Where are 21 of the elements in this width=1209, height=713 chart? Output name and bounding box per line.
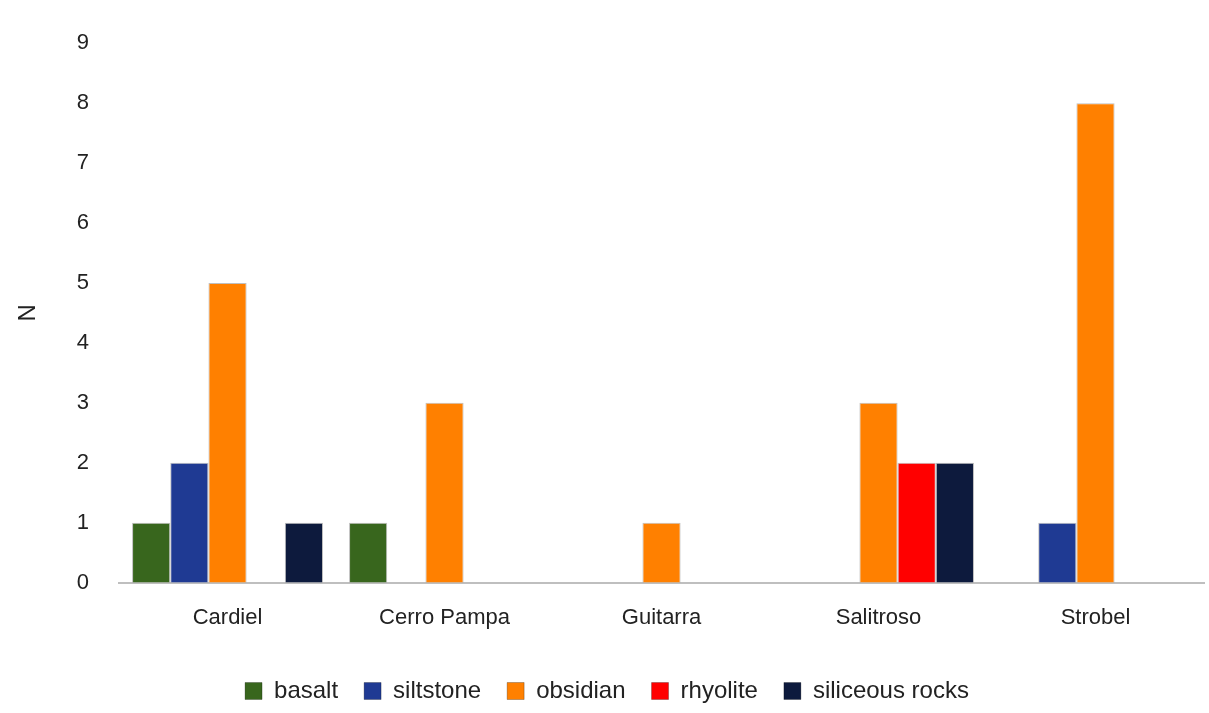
y-tick-label: 5	[76, 269, 90, 294]
x-tick-label: Cerro Pampa	[379, 603, 511, 629]
y-tick-label: 4	[76, 328, 90, 354]
y-tick-label: 1	[76, 508, 90, 534]
legend-label: siltstone	[393, 675, 482, 703]
y-tick-label: 3	[76, 388, 90, 414]
legend-label: basalt	[274, 675, 339, 703]
y-tick-label: 9	[76, 29, 90, 55]
x-tick-label: Guitarra	[621, 603, 703, 629]
x-tick-label: Cardiel	[192, 603, 263, 629]
x-tick-label: Strobel	[1060, 603, 1131, 629]
legend-label: rhyolite	[680, 675, 758, 703]
y-tick-label: 6	[76, 209, 90, 235]
y-tick-label: 2	[76, 448, 90, 474]
legend-label: obsidian	[536, 675, 626, 703]
y-tick-label: 0	[76, 568, 90, 594]
y-tick-label: 7	[76, 149, 90, 175]
x-tick-label: Salitroso	[835, 603, 922, 629]
y-tick-label: 8	[76, 89, 90, 115]
legend-label: siliceous rocks	[812, 675, 969, 703]
y-axis-title: N	[13, 304, 41, 322]
